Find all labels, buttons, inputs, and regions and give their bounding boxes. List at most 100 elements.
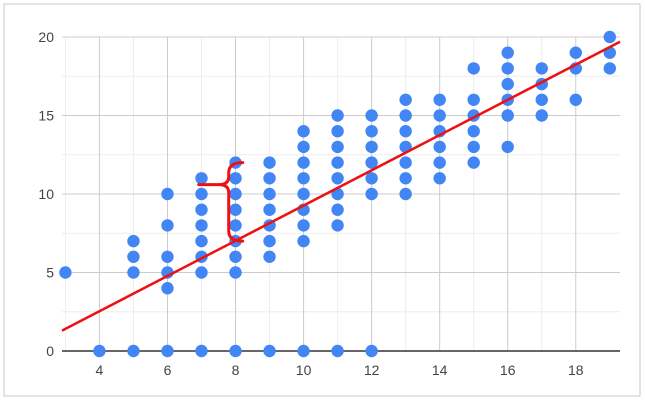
x-tick-label: 12: [364, 362, 380, 378]
data-point: [127, 344, 140, 358]
data-point: [399, 125, 412, 138]
data-point: [603, 62, 616, 75]
data-point: [603, 30, 616, 44]
data-point: [535, 93, 548, 107]
data-point: [93, 344, 106, 358]
data-point: [365, 109, 378, 122]
data-point: [161, 344, 174, 358]
trendline: [61, 40, 621, 332]
data-point: [399, 172, 412, 185]
data-point: [399, 156, 412, 169]
brace-annotation: [197, 161, 245, 243]
y-tick-label: 5: [46, 265, 54, 281]
chart-frame: [3, 3, 641, 397]
y-axis-ticks: 0 5 10 15 20: [38, 29, 54, 359]
data-point: [569, 46, 582, 59]
data-point: [331, 125, 344, 138]
x-tick-label: 6: [164, 362, 172, 378]
data-point: [569, 93, 582, 107]
data-point: [467, 62, 480, 75]
data-point: [365, 156, 378, 169]
data-point: [433, 172, 446, 185]
data-point: [399, 93, 412, 107]
data-point: [263, 172, 276, 185]
data-point: [297, 140, 310, 154]
data-point: [195, 187, 208, 201]
data-point: [365, 140, 378, 154]
data-point: [501, 46, 514, 59]
data-point: [195, 266, 208, 279]
data-point: [195, 172, 208, 185]
data-point: [297, 156, 310, 169]
data-point: [365, 187, 378, 201]
data-point: [263, 344, 276, 358]
data-point: [365, 344, 378, 358]
data-point: [467, 140, 480, 154]
data-point: [127, 234, 140, 248]
data-point: [535, 109, 548, 122]
data-point: [501, 62, 514, 75]
data-point: [331, 203, 344, 216]
x-axis-ticks: 4 6 8 10 12 14 16 18: [96, 362, 584, 378]
x-tick-label: 14: [432, 362, 448, 378]
x-tick-label: 8: [232, 362, 240, 378]
data-point: [365, 125, 378, 138]
data-point: [467, 156, 480, 169]
data-point: [501, 77, 514, 91]
data-point: [501, 109, 514, 122]
data-point: [229, 172, 242, 185]
data-point: [195, 344, 208, 358]
data-point: [263, 203, 276, 216]
data-point: [331, 344, 344, 358]
data-point: [161, 187, 174, 201]
data-point: [263, 156, 276, 169]
data-point: [59, 266, 72, 279]
data-point: [331, 109, 344, 122]
data-point: [229, 344, 242, 358]
data-point: [331, 172, 344, 185]
data-point: [433, 93, 446, 107]
data-point: [229, 187, 242, 201]
data-point: [161, 219, 174, 232]
data-point: [229, 250, 242, 263]
data-point: [297, 125, 310, 138]
data-point: [263, 234, 276, 248]
data-point: [331, 219, 344, 232]
data-point: [127, 250, 140, 263]
data-point: [297, 219, 310, 232]
x-tick-label: 4: [96, 362, 104, 378]
data-point: [433, 156, 446, 169]
data-point: [161, 282, 174, 295]
y-tick-label: 15: [38, 108, 54, 124]
data-point: [535, 62, 548, 75]
data-point: [229, 203, 242, 216]
x-tick-label: 10: [296, 362, 312, 378]
y-tick-label: 0: [46, 343, 54, 359]
data-point: [229, 219, 242, 232]
data-point: [399, 187, 412, 201]
data-point: [331, 140, 344, 154]
data-point: [331, 156, 344, 169]
data-point: [297, 172, 310, 185]
x-tick-label: 18: [568, 362, 584, 378]
data-point: [433, 140, 446, 154]
data-point: [297, 234, 310, 248]
data-point: [297, 344, 310, 358]
data-point: [127, 266, 140, 279]
y-tick-label: 10: [38, 186, 54, 202]
data-point: [195, 203, 208, 216]
data-point: [161, 250, 174, 263]
data-point: [467, 93, 480, 107]
data-point: [365, 172, 378, 185]
data-point: [263, 187, 276, 201]
data-points: [59, 30, 616, 358]
data-point: [195, 219, 208, 232]
data-point: [433, 109, 446, 122]
data-point: [263, 250, 276, 263]
data-point: [297, 187, 310, 201]
y-tick-label: 20: [38, 29, 54, 45]
data-point: [229, 266, 242, 279]
x-tick-label: 16: [500, 362, 516, 378]
